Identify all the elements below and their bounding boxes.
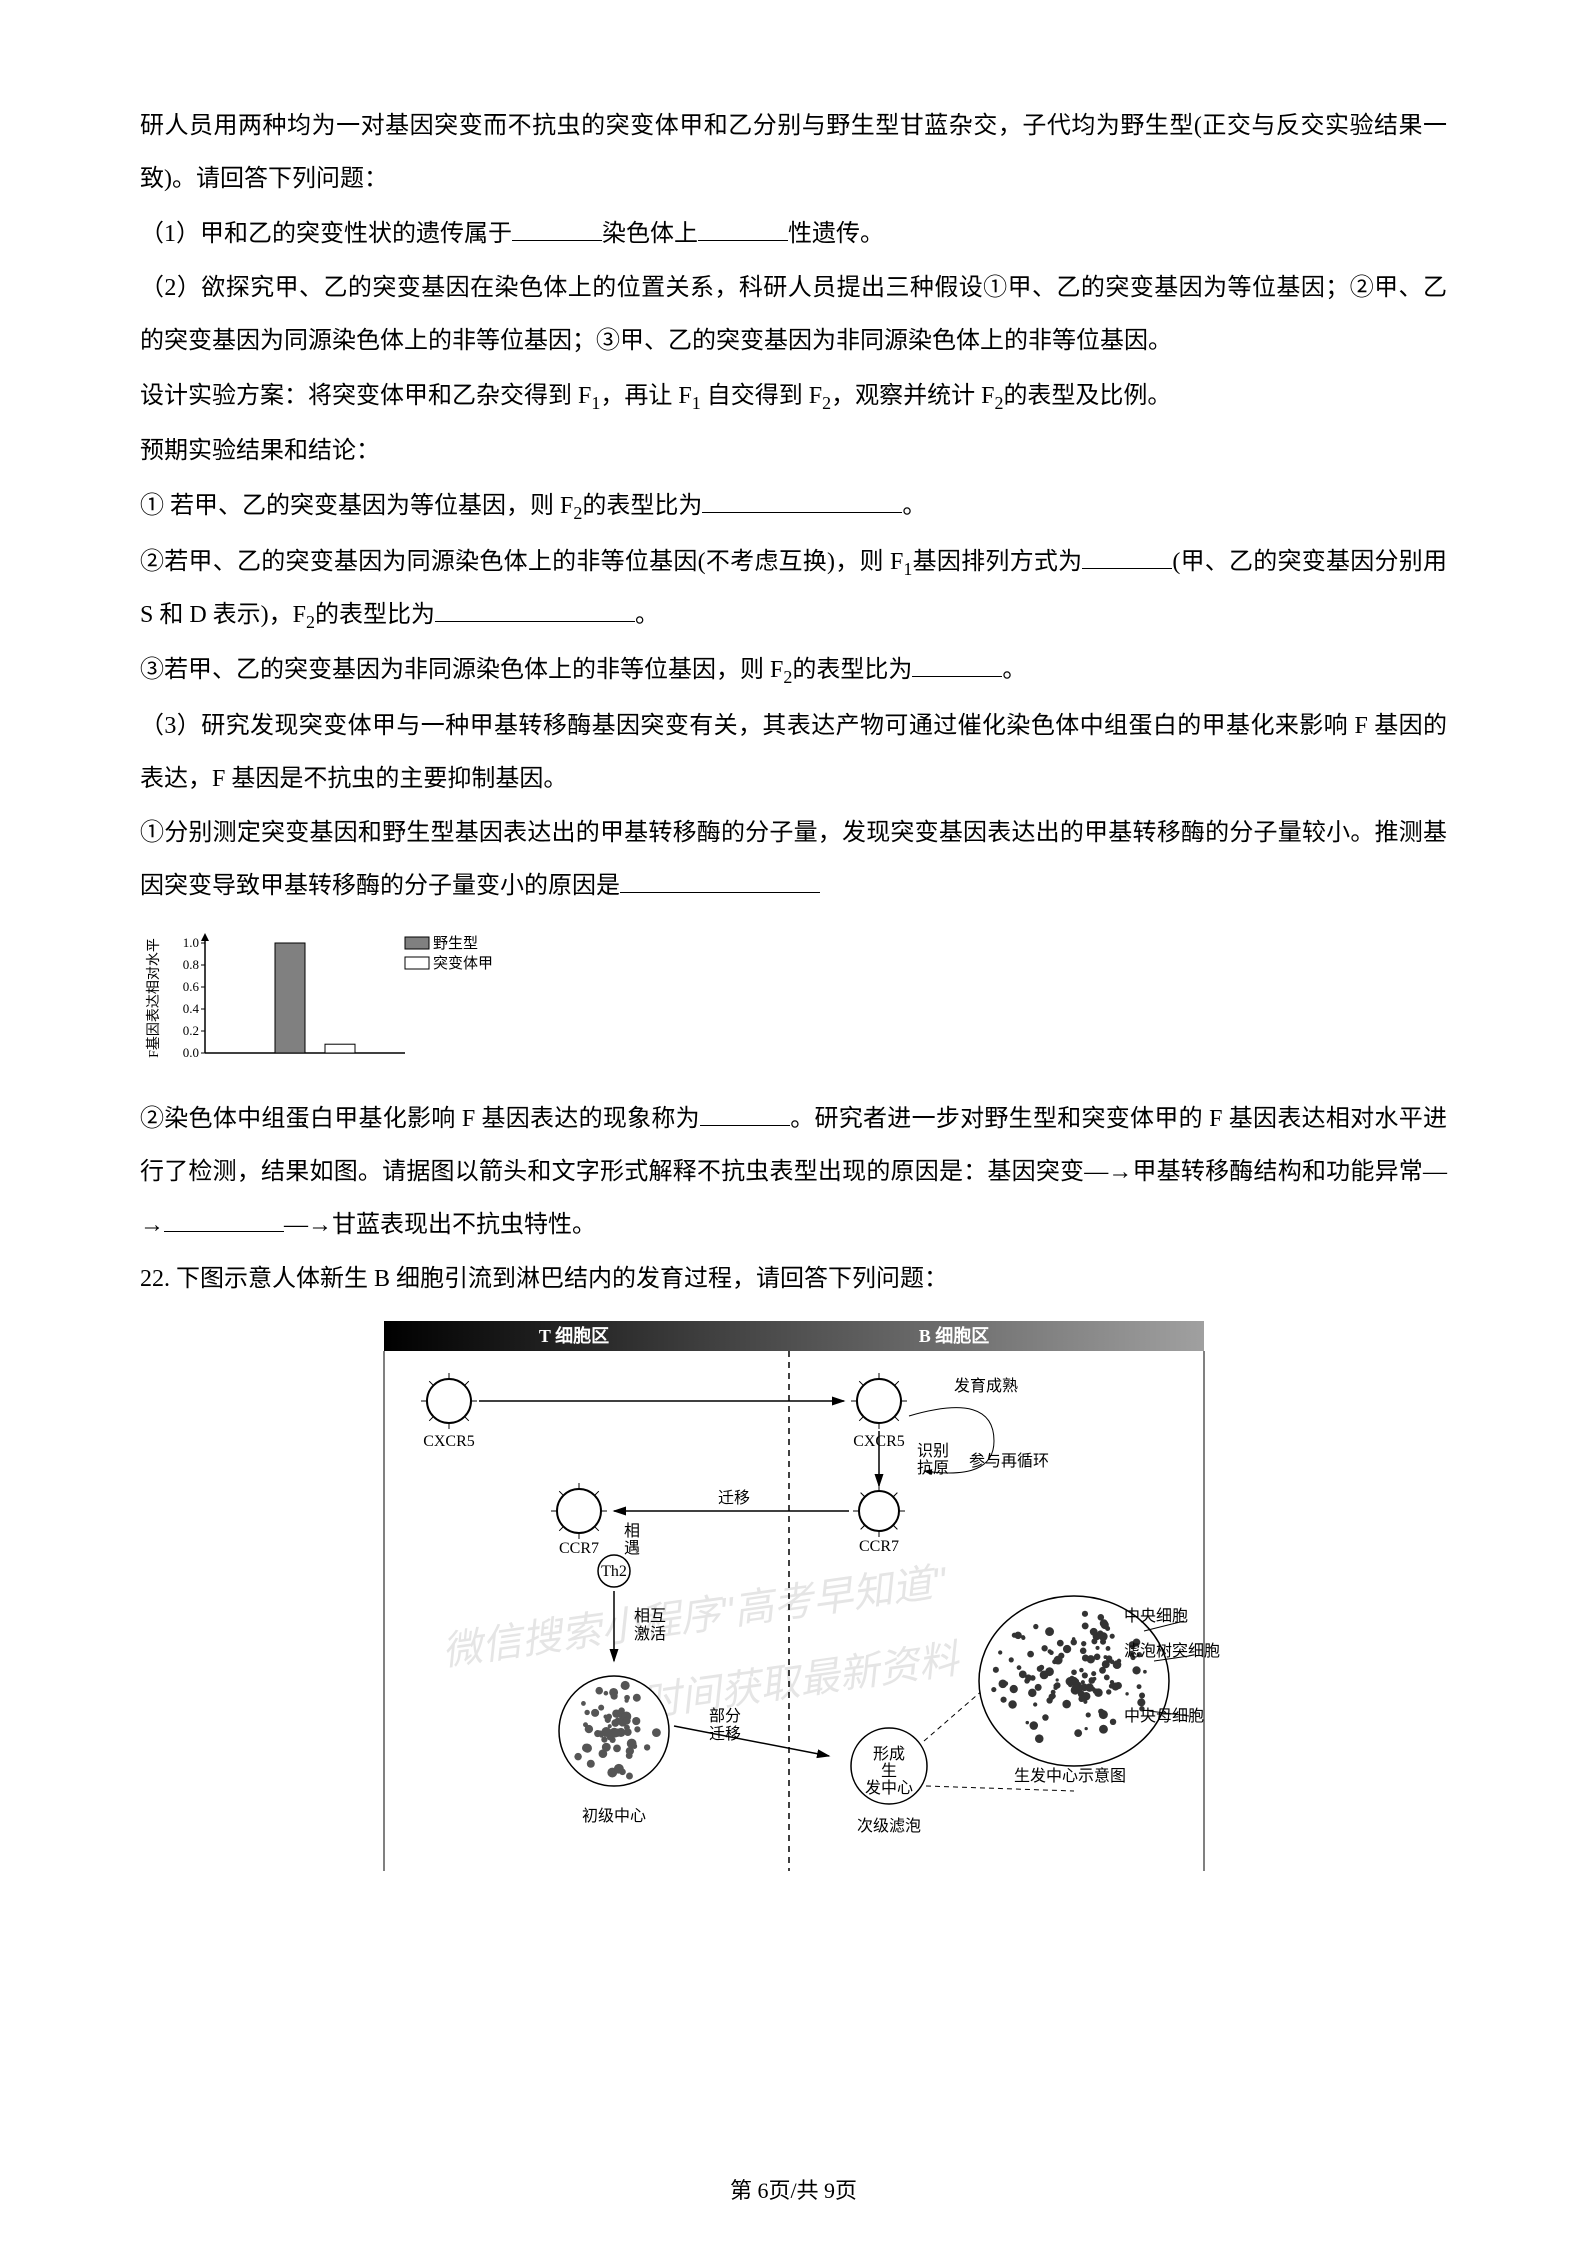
q2-design-d: ，观察并统计 F: [831, 383, 994, 409]
q1-blank1: [512, 214, 602, 240]
svg-text:形成: 形成: [872, 1745, 904, 1763]
q1-blank2: [698, 214, 788, 240]
svg-text:遇: 遇: [624, 1540, 640, 1557]
q3-1: ①分别测定突变基因和野生型基因表达出的甲基转移酶的分子量，发现突变基因表达出的甲…: [140, 807, 1447, 913]
svg-text:相互: 相互: [634, 1607, 666, 1625]
svg-text:迁移: 迁移: [717, 1489, 749, 1507]
svg-text:突变体甲: 突变体甲: [433, 955, 493, 972]
q2-2-mid: 基因排列方式为: [912, 549, 1082, 575]
svg-text:部分: 部分: [709, 1707, 741, 1725]
q3-2-blank1: [700, 1100, 790, 1126]
q2-design-c: 自交得到 F: [701, 383, 822, 409]
q3-2-blank2: [164, 1205, 284, 1231]
flow-diagram-container: T 细胞区B 细胞区CXCR5CXCR5发育成熟识别抗原参与再循环CCR7迁移C…: [354, 1321, 1234, 1901]
q2-2-blank2: [435, 596, 635, 622]
q2-3: ③若甲、乙的突变基因为非同源染色体上的非等位基因，则 F2的表型比为。: [140, 644, 1447, 697]
q2-design-e: 的表型及比例。: [1003, 383, 1171, 409]
svg-text:0.0: 0.0: [183, 1045, 199, 1060]
q2-design: 设计实验方案：将突变体甲和乙杂交得到 F1，再让 F1 自交得到 F2，观察并统…: [140, 370, 1447, 423]
q2-2: ②若甲、乙的突变基因为同源染色体上的非等位基因(不考虑互换)，则 F1基因排列方…: [140, 536, 1447, 643]
page-footer: 第 6页/共 9页: [0, 2173, 1587, 2205]
svg-text:初级中心: 初级中心: [581, 1807, 645, 1825]
q3-1-blank: [620, 867, 820, 893]
flow-diagram-svg: T 细胞区B 细胞区CXCR5CXCR5发育成熟识别抗原参与再循环CCR7迁移C…: [354, 1321, 1234, 1881]
q2-2-end3: 。: [635, 602, 659, 628]
bar-chart-container: F基因表达相对水平0.00.20.40.60.81.0野生型突变体甲 微信搜索小…: [140, 923, 1447, 1073]
q3-2-pre: ②染色体中组蛋白甲基化影响 F 基因表达的现象称为: [140, 1106, 700, 1132]
svg-text:0.6: 0.6: [183, 979, 200, 994]
q2-3-mid: 的表型比为: [792, 657, 912, 683]
q3-intro: （3）研究发现突变体甲与一种甲基转移酶基因突变有关，其表达产物可通过催化染色体中…: [140, 700, 1447, 806]
q2-design-b: ，再让 F: [600, 383, 691, 409]
q1-end: 性遗传。: [788, 221, 884, 247]
q2-intro: （2）欲探究甲、乙的突变基因在染色体上的位置关系，科研人员提出三种假设①甲、乙的…: [140, 262, 1447, 368]
svg-text:0.2: 0.2: [183, 1023, 199, 1038]
q2-3-blank: [912, 651, 1002, 677]
svg-text:发育成熟: 发育成熟: [954, 1377, 1018, 1395]
svg-text:中央细胞: 中央细胞: [1124, 1607, 1188, 1625]
svg-text:0.4: 0.4: [183, 1001, 200, 1016]
q2-1-post: 的表型比为: [582, 493, 702, 519]
bar-chart-svg: F基因表达相对水平 0.0 0.2 0.4 0.6 0.8 1.0 野生型突变体甲: [140, 923, 580, 1073]
svg-text:CCR7: CCR7: [858, 1538, 898, 1555]
svg-text:滤泡树突细胞: 滤泡树突细胞: [1124, 1642, 1220, 1660]
svg-text:次级滤泡: 次级滤泡: [856, 1817, 920, 1835]
intro-para: 研人员用两种均为一对基因突变而不抗虫的突变体甲和乙分别与野生型甘蓝杂交，子代均为…: [140, 100, 1447, 206]
q2-2-pre: ②若甲、乙的突变基因为同源染色体上的非等位基因(不考虑互换)，则 F: [140, 549, 903, 575]
q1-para: （1）甲和乙的突变性状的遗传属于 染色体上 性遗传。: [140, 208, 1447, 261]
q2-1-pre: ① 若甲、乙的突变基因为等位基因，则 F: [140, 493, 573, 519]
q3-2-end: —→甘蓝表现出不抗虫特性。: [284, 1212, 596, 1238]
svg-text:参与再循环: 参与再循环: [969, 1452, 1049, 1470]
svg-text:生发中心示意图: 生发中心示意图: [1014, 1766, 1126, 1785]
svg-text:0.8: 0.8: [183, 957, 199, 972]
svg-text:激活: 激活: [634, 1625, 666, 1643]
svg-text:CXCR5: CXCR5: [423, 1433, 475, 1450]
q2-2-end2: 的表型比为: [315, 602, 435, 628]
svg-text:迁移: 迁移: [709, 1725, 741, 1743]
svg-text:F基因表达相对水平: F基因表达相对水平: [145, 938, 162, 1058]
svg-text:识别: 识别: [917, 1442, 949, 1460]
q1-mid: 染色体上: [602, 221, 698, 247]
svg-text:相: 相: [624, 1522, 640, 1540]
q1-pre: （1）甲和乙的突变性状的遗传属于: [140, 221, 512, 247]
svg-text:抗原: 抗原: [917, 1459, 949, 1477]
svg-text:T 细胞区: T 细胞区: [538, 1325, 608, 1346]
q2-design-a: 设计实验方案：将突变体甲和乙杂交得到 F: [140, 383, 591, 409]
q3-2: ②染色体中组蛋白甲基化影响 F 基因表达的现象称为。研究者进一步对野生型和突变体…: [140, 1093, 1447, 1251]
svg-text:1.0: 1.0: [183, 935, 199, 950]
svg-text:中央母细胞: 中央母细胞: [1124, 1707, 1204, 1725]
q22-text: 22. 下图示意人体新生 B 细胞引流到淋巴结内的发育过程，请回答下列问题：: [140, 1253, 1447, 1306]
svg-text:CCR7: CCR7: [558, 1540, 598, 1557]
q2-1-end: 。: [902, 493, 926, 519]
q2-1: ① 若甲、乙的突变基因为等位基因，则 F2的表型比为。: [140, 480, 1447, 533]
document-body: 研人员用两种均为一对基因突变而不抗虫的突变体甲和乙分别与野生型甘蓝杂交，子代均为…: [140, 100, 1447, 1901]
q2-3-end: 。: [1002, 657, 1026, 683]
svg-text:发中心: 发中心: [864, 1779, 912, 1797]
q2-2-blank1: [1082, 542, 1172, 568]
svg-text:Th2: Th2: [601, 1563, 627, 1580]
q2-1-blank: [702, 487, 902, 513]
q2-3-pre: ③若甲、乙的突变基因为非同源染色体上的非等位基因，则 F: [140, 657, 783, 683]
q2-expect: 预期实验结果和结论：: [140, 425, 1447, 478]
svg-text:野生型: 野生型: [433, 935, 478, 952]
svg-text:B 细胞区: B 细胞区: [918, 1325, 989, 1346]
svg-text:生: 生: [880, 1762, 896, 1780]
